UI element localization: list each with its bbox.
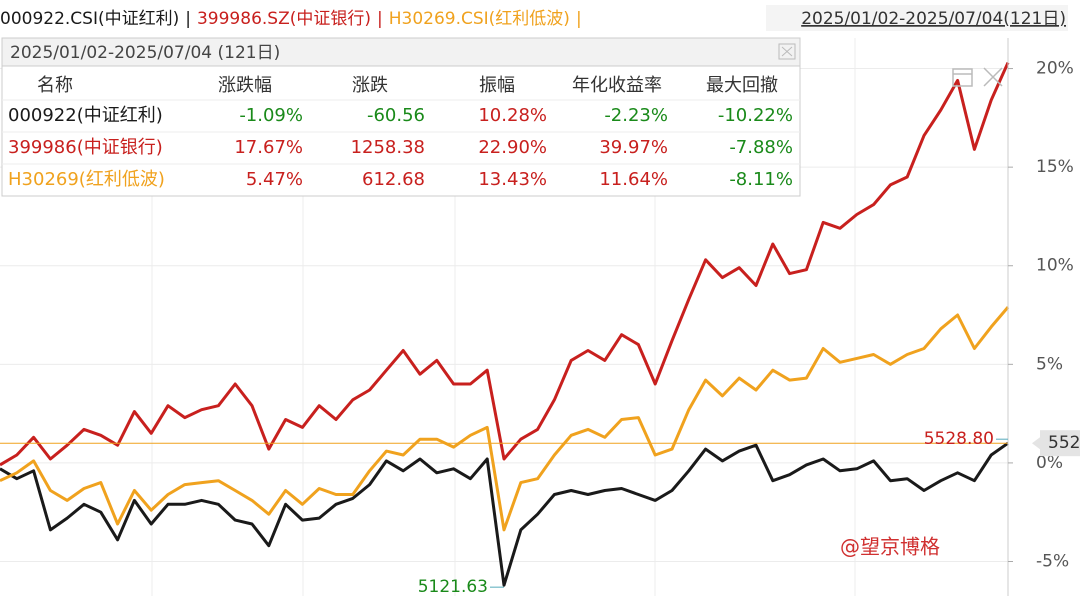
table-title-bar [1, 37, 801, 67]
table-cell: 10.28% [478, 105, 547, 126]
column-header: 振幅 [479, 75, 515, 96]
series-line [0, 61, 1010, 467]
date-range-bg [766, 5, 1068, 31]
table-cell: 22.90% [478, 137, 547, 158]
row-name: 000922(中证红利) [8, 105, 163, 126]
watermark: @望京博格 [840, 535, 940, 559]
table-title: 2025/01/02-2025/07/04 (121日) [10, 43, 280, 63]
table-cell: 1258.38 [351, 137, 425, 158]
low-label: 5121.63 [418, 577, 488, 596]
table-cell: 612.68 [362, 169, 425, 190]
column-header: 最大回撤 [706, 75, 778, 96]
legend-separator: | [576, 9, 582, 29]
legend-entry: 399986.SZ(中证银行) [197, 9, 371, 29]
table-close-x [781, 46, 793, 57]
legend-entry: H30269.CSI(红利低波) [389, 9, 570, 29]
table-close[interactable] [778, 43, 796, 60]
last-price-label: 552 [1048, 433, 1080, 453]
column-header: 涨跌幅 [218, 75, 272, 96]
legend: 000922.CSI(中证红利) | 399986.SZ(中证银行) | H30269.… [0, 9, 582, 29]
table-cell: -60.56 [367, 105, 425, 126]
summary-table: 2025/01/02-2025/07/04 (121日) 名称 涨跌幅 涨跌 振幅 年化… [1, 37, 801, 197]
table-cell: 17.67% [234, 137, 303, 158]
table-cell: 39.97% [599, 137, 668, 158]
close-icon[interactable] [983, 67, 1003, 87]
row-name: H30269(红利低波) [8, 169, 165, 190]
column-header: 涨跌 [352, 75, 388, 96]
high-label: 5528.80 [924, 429, 994, 449]
y-tick-label: -5% [1036, 551, 1069, 571]
restore-icon[interactable] [952, 68, 973, 87]
column-header: 名称 [37, 75, 73, 96]
y-tick-label: 0% [1036, 453, 1063, 473]
table-cell: -2.23% [604, 105, 668, 126]
last-price-tag [1040, 430, 1080, 457]
series-line [0, 441, 1009, 587]
table-cell: 11.64% [599, 169, 668, 190]
table-cell: -7.88% [729, 137, 793, 158]
y-axis-labels: 20% 15% 10% 5% 0% -5% [1008, 59, 1074, 571]
legend-separator: | [377, 9, 383, 29]
row-name: 399986(中证银行) [8, 137, 163, 158]
series-line [0, 306, 1010, 532]
y-tick-label: 5% [1036, 354, 1063, 374]
table-cell: 13.43% [478, 169, 547, 190]
date-range[interactable]: 2025/01/02-2025/07/04(121日) [801, 9, 1066, 29]
table-cell: -1.09% [239, 105, 303, 126]
table-cell: -8.11% [729, 169, 793, 190]
table-cell: 5.47% [246, 169, 303, 190]
lines [0, 61, 1010, 587]
column-header: 年化收益率 [572, 75, 662, 96]
y-tick-label: 15% [1036, 157, 1074, 177]
y-tick-label: 20% [1036, 59, 1074, 79]
last-price-pointer [1032, 437, 1040, 450]
table-cell: -10.22% [718, 105, 793, 126]
y-tick-label: 10% [1036, 256, 1074, 276]
legend-entry: 000922.CSI(中证红利) [0, 9, 179, 29]
legend-separator: | [185, 9, 191, 29]
